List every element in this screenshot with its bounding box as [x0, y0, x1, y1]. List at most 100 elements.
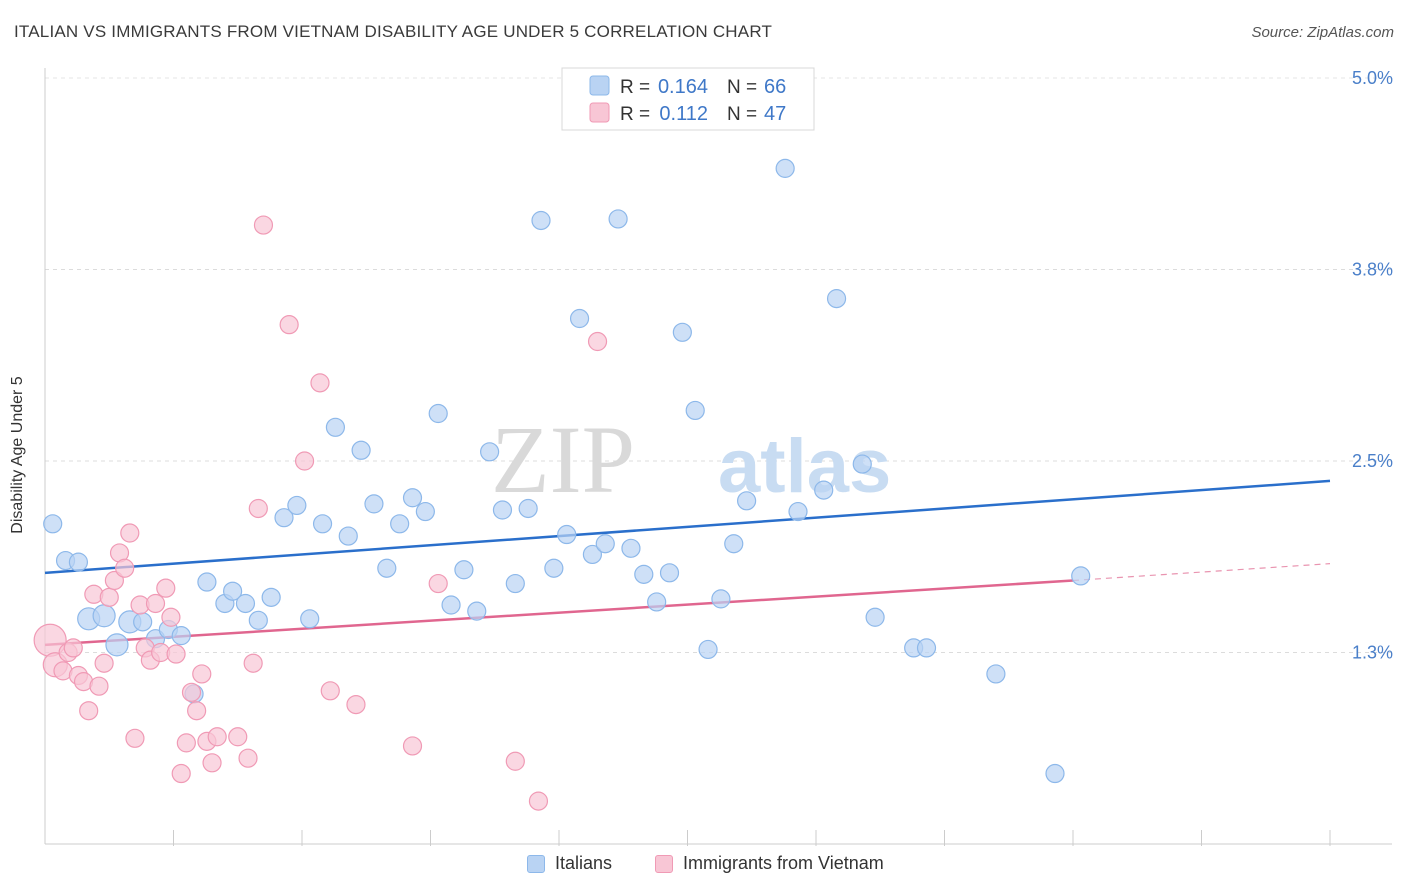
legend-label-italians: Italians: [555, 853, 613, 873]
italians-trendline: [44, 479, 1331, 575]
vietnam-point-26: [176, 733, 196, 753]
italians-point-29: [415, 501, 435, 522]
legend-box-swatch-0: [589, 75, 610, 96]
vietnam-point-28: [187, 701, 207, 721]
italians-point-36: [505, 573, 525, 594]
italians-point-49: [672, 322, 692, 342]
italians-point-60: [865, 607, 885, 627]
gridlines: [45, 77, 1392, 653]
italians-point-41: [569, 308, 590, 329]
legend-n-label-0: N =: [727, 77, 757, 98]
vietnam-point-42: [346, 694, 366, 715]
vietnam-point-15: [120, 523, 140, 543]
italians-point-51: [698, 639, 718, 660]
bottom-legend: Italians Immigrants from Vietnam: [0, 850, 1406, 880]
legend-r-value-0: 0.164: [658, 76, 708, 98]
italians-point-53: [724, 534, 744, 554]
scatter-chart: ZIP atlas 1.3%2.5%3.8%5.0%0.0%50.0% R = …: [33, 67, 1393, 846]
vietnam-point-9: [89, 676, 109, 696]
chart-source: Source: ZipAtlas.com: [1251, 24, 1394, 41]
vietnam-point-7: [79, 701, 99, 721]
italians-point-18: [274, 508, 294, 528]
vietnam-point-29: [192, 664, 212, 684]
italians-point-0: [43, 514, 63, 534]
vietnam-point-31: [202, 753, 222, 773]
italians-point-35: [492, 500, 513, 520]
italians-point-31: [441, 595, 461, 615]
legend-n-value-0: 66: [764, 76, 786, 98]
vietnam-point-10: [94, 653, 114, 673]
italians-point-23: [338, 526, 358, 546]
legend-label-vietnam: Immigrants from Vietnam: [683, 853, 884, 873]
axes: [44, 68, 1392, 846]
italians-point-55: [775, 158, 795, 178]
vietnam-point-34: [238, 748, 258, 768]
vietnam-point-24: [166, 644, 186, 664]
legend-r-label-0: R =: [620, 77, 650, 98]
vietnam-point-38: [279, 315, 299, 335]
vietnam-point-8: [84, 584, 104, 604]
vietnam-point-23: [161, 607, 181, 627]
italians-point-10: [171, 626, 191, 646]
italians-point-2: [68, 552, 89, 572]
legend-n-label-1: N =: [727, 104, 757, 125]
legend-box-swatch-1: [589, 102, 610, 123]
vietnam-point-12: [104, 570, 124, 591]
italians-point-16: [248, 610, 268, 630]
legend-item-italians[interactable]: Italians: [527, 853, 612, 874]
vietnam-point-11: [99, 587, 119, 607]
vietnam-point-36: [248, 498, 268, 519]
tick-labels: 1.3%2.5%3.8%5.0%0.0%50.0%: [1352, 68, 1393, 663]
vietnam-point-22: [156, 578, 176, 598]
italians-point-28: [402, 488, 423, 508]
vietnam-point-35: [243, 653, 263, 673]
data-points: [33, 158, 1091, 811]
trendlines: [44, 479, 1331, 647]
watermark: ZIP: [491, 406, 635, 513]
vietnam-point-44: [428, 573, 448, 594]
legend-box: R = 0.164 N = 66 R = 0.112 N = 47: [561, 67, 815, 131]
italians-point-64: [1045, 763, 1065, 784]
italians-point-34: [480, 442, 500, 462]
italians-point-7: [133, 612, 153, 632]
italians-point-45: [621, 538, 641, 558]
vietnam-point-32: [207, 727, 227, 747]
vietnam-point-33: [228, 727, 248, 747]
y-tick-label-2: 3.8%: [1352, 260, 1393, 280]
italians-point-14: [223, 581, 243, 601]
italians-point-25: [364, 494, 384, 514]
italians-point-46: [634, 564, 654, 584]
legend-r-label-1: R =: [620, 104, 650, 125]
vietnam-point-27: [181, 682, 202, 702]
legend-swatch-italians: [527, 854, 545, 873]
vietnam-trendline: [44, 579, 1074, 647]
italians-point-58: [826, 289, 847, 309]
italians-point-27: [390, 514, 410, 534]
italians-point-33: [467, 601, 487, 621]
legend-item-vietnam[interactable]: Immigrants from Vietnam: [655, 853, 884, 874]
vietnam-point-37: [253, 215, 274, 235]
italians-point-22: [325, 417, 346, 437]
italians-point-5: [105, 633, 129, 657]
italians-point-56: [788, 501, 808, 522]
vietnam-point-4: [63, 638, 83, 658]
italians-point-21: [312, 514, 333, 534]
vietnam-point-25: [171, 763, 191, 784]
italians-point-39: [544, 558, 564, 578]
vietnam-point-41: [320, 681, 340, 701]
y-tick-label-1: 2.5%: [1352, 451, 1393, 471]
italians-point-38: [531, 210, 551, 231]
italians-point-32: [454, 560, 474, 580]
vietnam-point-39: [294, 451, 315, 471]
legend-n-value-1: 47: [764, 103, 786, 125]
vietnam-point-14: [115, 558, 135, 578]
italians-point-54: [737, 491, 757, 511]
italians-point-19: [287, 495, 307, 516]
italians-point-17: [261, 587, 281, 607]
legend-r-value-1: 0.112: [659, 103, 708, 125]
vietnam-point-20: [145, 593, 166, 614]
italians-point-30: [428, 403, 448, 424]
y-tick-label-3: 5.0%: [1352, 68, 1393, 88]
vietnam-point-16: [125, 728, 145, 748]
italians-point-37: [518, 498, 538, 519]
